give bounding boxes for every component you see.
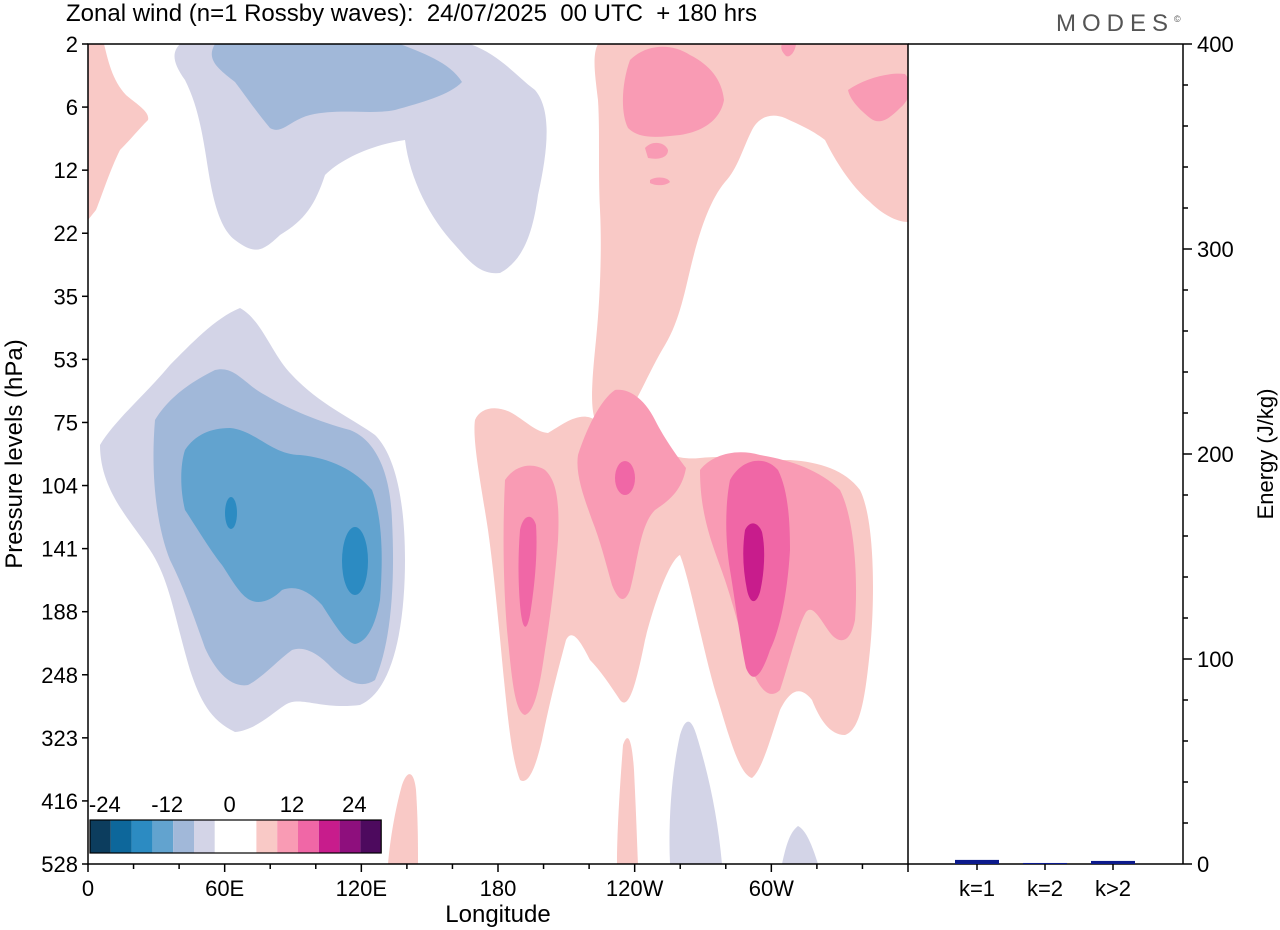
x-tick-label: 120W (606, 876, 664, 901)
energy-bars: k=1 k=2 k>2 (955, 859, 1135, 901)
colorbar-swatch (90, 820, 111, 853)
contour-neg-3-main (181, 428, 382, 644)
brand-mark: © (1174, 14, 1181, 24)
energy-tick-label: 200 (1197, 442, 1234, 467)
y-tick-label: 35 (54, 284, 78, 309)
energy-tick-label: 100 (1197, 647, 1234, 672)
y-tick-label: 6 (66, 95, 78, 120)
y-tick-label: 528 (41, 852, 78, 877)
x-tick-label: 120E (336, 876, 387, 901)
contour-pos-1-low-a (388, 774, 418, 864)
y-tick-label: 323 (41, 726, 78, 751)
y-tick-label: 53 (54, 347, 78, 372)
contour-pos-2-upper-e (781, 44, 796, 57)
y-tick-label: 22 (54, 221, 78, 246)
energy-category-label: k=2 (1027, 876, 1063, 901)
x-tick-label: 60W (749, 876, 794, 901)
contour-neg-2-upper (211, 44, 462, 130)
colorbar-swatch (214, 820, 236, 853)
x-axis-label: Longitude (445, 901, 550, 928)
contour-pos-3-a (518, 516, 537, 627)
contour-pos-3-b (615, 461, 635, 495)
colorbar-swatch (131, 820, 153, 853)
contour-pos-2-upper-d (650, 177, 670, 186)
x-tick-label: 60E (205, 876, 244, 901)
chart-title: Zonal wind (n=1 Rossby waves): 24/07/202… (66, 0, 758, 27)
energy-bar (1023, 862, 1067, 864)
x-axis: 0 60E 120E 180 120W 60W (82, 864, 909, 901)
colorbar-swatch (339, 820, 361, 853)
energy-bar (1091, 860, 1135, 864)
contour-neg-4-core-a (225, 497, 237, 529)
colorbar-tick-label: 0 (223, 792, 235, 817)
energy-tick-label: 400 (1197, 32, 1234, 57)
y-tick-label: 104 (41, 474, 78, 499)
colorbar-swatch (235, 820, 257, 853)
contour-pos-1-low-b (617, 738, 638, 864)
y-axis-label: Pressure levels (hPa) (1, 339, 28, 568)
colorbar-tick-label: 12 (280, 792, 304, 817)
colorbar-frame (89, 819, 382, 854)
energy-tick-label: 0 (1197, 852, 1209, 877)
x-tick-label: 180 (480, 876, 517, 901)
contour-pos-2-upper-a (622, 46, 724, 137)
contour-field (88, 44, 908, 864)
colorbar-swatch (152, 820, 174, 853)
contour-pos-2-upper-c (645, 142, 668, 159)
contour-neg-1-low-b (782, 826, 818, 864)
brand-name: MODES (1056, 10, 1175, 37)
colorbar-tick-label: -24 (89, 792, 121, 817)
colorbar-swatch (298, 820, 319, 853)
colorbar-tick-label: -12 (151, 792, 183, 817)
colorbar-swatch (173, 820, 194, 853)
contour-neg-1-low-a (669, 721, 722, 864)
energy-axis-label: Energy (J/kg) (1253, 389, 1278, 520)
contour-pos-4-c-core (743, 523, 765, 602)
contour-pos-1-upper (592, 44, 908, 422)
colorbar-swatch (194, 820, 215, 853)
energy-bar (955, 859, 999, 864)
energy-tick-label: 300 (1197, 237, 1234, 262)
colorbar-swatch (318, 820, 340, 853)
contour-pos-2-upper-b (848, 73, 908, 122)
colorbar-swatch (110, 820, 132, 853)
y-tick-label: 248 (41, 663, 78, 688)
y-axis: 2 6 12 22 35 53 75 104 141 188 248 323 416 528 (41, 32, 88, 877)
y-tick-label: 141 (41, 537, 78, 562)
colorbar: -24 -12 0 12 24 (89, 792, 382, 854)
colorbar-swatch (360, 820, 382, 853)
colorbar-swatch (256, 820, 278, 853)
colorbar-tick-label: 24 (342, 792, 366, 817)
y-tick-label: 2 (66, 32, 78, 57)
y-tick-label: 416 (41, 789, 78, 814)
contour-pos-2-b (577, 389, 686, 600)
energy-category-label: k=1 (959, 876, 995, 901)
energy-axis: 0 100 200 300 400 (1183, 32, 1234, 877)
energy-category-label: k>2 (1095, 876, 1131, 901)
colorbar-swatch (277, 820, 298, 853)
x-tick-label: 0 (82, 876, 94, 901)
y-tick-label: 12 (54, 158, 78, 183)
contour-pos-1-top-left (88, 44, 149, 220)
contour-neg-4-core-b (342, 527, 368, 595)
y-tick-label: 75 (54, 410, 78, 435)
brand-logo: MODES© (1056, 10, 1181, 38)
y-tick-label: 188 (41, 600, 78, 625)
